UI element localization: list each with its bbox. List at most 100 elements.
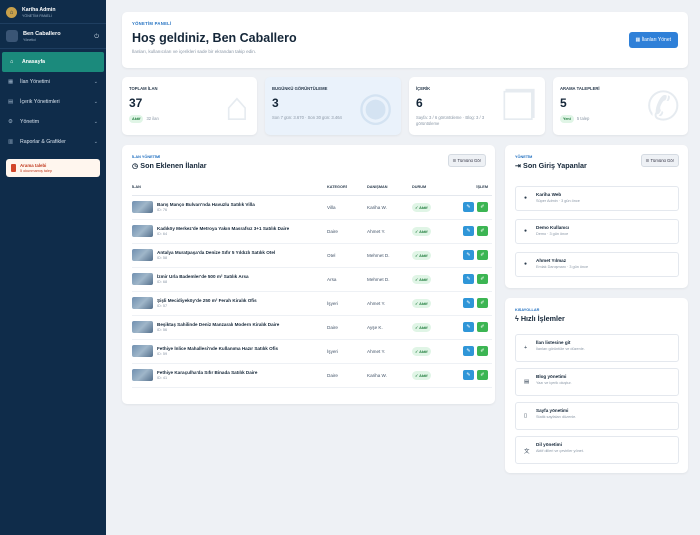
table-row[interactable]: Barış Manço Bulvarı'nda Havuzlu Satılık … xyxy=(132,195,492,220)
status-badge: ✓ Aktif xyxy=(412,298,431,308)
stat-meta: Sayfa: 3 / 6 görüntüleme · Blog: 3 / 3 g… xyxy=(416,115,485,126)
edit-button[interactable]: ✎ xyxy=(463,250,474,260)
status-cell: ✓ Aktif xyxy=(412,339,450,364)
edit-button[interactable]: ✎ xyxy=(463,226,474,236)
actions-cell: ✎ ✐ xyxy=(450,363,492,388)
list-icon: ☰ xyxy=(645,158,651,163)
sidebar-item-ilan-yonetimi[interactable]: ▦ İlan Yönetimi ⌄ xyxy=(0,72,106,92)
column-header: İŞLEM xyxy=(450,180,492,196)
chevron-down-icon: ⌄ xyxy=(93,99,98,105)
status-cell: ✓ Aktif xyxy=(412,291,450,316)
status-badge: Aktif xyxy=(129,115,144,123)
listing-thumbnail xyxy=(132,369,153,381)
listing-title[interactable]: Beşiktaş Sahilinde Deniz Manzaralı Moder… xyxy=(157,322,280,327)
sidebar-item-yonetim[interactable]: ⚙ Yönetim ⌄ xyxy=(0,112,106,132)
quick-edit-button[interactable]: ✐ xyxy=(477,202,488,212)
stat-label: ARAMA TALEPLERİ xyxy=(560,86,600,91)
bookmark-icon xyxy=(11,164,16,172)
actions-cell: ✎ ✐ xyxy=(450,219,492,244)
shortcut-pages[interactable]: ▯ Sayfa yönetimi Statik sayfaları düzenl… xyxy=(515,402,679,430)
hero-subtitle: İlanları, kullanıcıları ve içerikleri sa… xyxy=(132,49,257,54)
copy-icon: ❐ xyxy=(501,85,537,129)
listing-cell: Şişli Mecidiyeköy'de 250 m² Ferah Kiralı… xyxy=(132,291,327,316)
table-row[interactable]: İzmir Urla Bademler'de 500 m² Satılık Ar… xyxy=(132,267,492,292)
listing-title[interactable]: Fethiye İnlice Mahallesi'nde Kullanıma H… xyxy=(157,346,279,351)
table-row[interactable]: Kadıköy Merkez'de Metroya Yakın Masrafsı… xyxy=(132,219,492,244)
logout-icon[interactable]: ⏻ xyxy=(94,34,99,40)
table-row[interactable]: Antalya Muratpaşa'da Denize Sıfır 5 Yıld… xyxy=(132,243,492,268)
sidebar-item-anasayfa[interactable]: ⌂ Anasayfa xyxy=(2,52,104,72)
avatar xyxy=(6,30,18,42)
edit-button[interactable]: ✎ xyxy=(463,274,474,284)
status-badge: ✓ Aktif xyxy=(412,226,431,236)
listing-title[interactable]: Şişli Mecidiyeköy'de 250 m² Ferah Kiralı… xyxy=(157,298,257,303)
listing-title[interactable]: Barış Manço Bulvarı'nda Havuzlu Satılık … xyxy=(157,202,255,207)
chevron-down-icon: ⌄ xyxy=(93,79,98,85)
welcome-card: YÖNETİM PANELİ Hoş geldiniz, Ben Caballe… xyxy=(122,12,688,68)
shortcut-blog[interactable]: ▤ Blog yönetimi Yazı ve içerik oluştur. xyxy=(515,368,679,396)
quick-edit-button[interactable]: ✐ xyxy=(477,298,488,308)
edit-button[interactable]: ✎ xyxy=(463,298,474,308)
quick-edit-button[interactable]: ✐ xyxy=(477,274,488,284)
listing-title[interactable]: Antalya Muratpaşa'da Denize Sıfır 5 Yıld… xyxy=(157,250,276,255)
recent-logins-card: YÖNETİM ⇥ Son Giriş Yapanlar ☰ Tümünü Gö… xyxy=(505,145,688,288)
login-item[interactable]: ● Demo Kullanıcı Demo · 3 gün önce xyxy=(515,219,679,244)
home-icon: ⌂ xyxy=(10,59,14,65)
clock-icon: ◷ xyxy=(132,161,141,170)
status-text: Aktif xyxy=(419,301,428,306)
column-header: DURUM xyxy=(412,180,450,196)
view-all-logins-button[interactable]: ☰ Tümünü Gör xyxy=(640,154,679,167)
listing-title[interactable]: İzmir Urla Bademler'de 500 m² Satılık Ar… xyxy=(157,274,249,279)
login-name: Demo Kullanıcı xyxy=(536,225,570,230)
person-icon: ● xyxy=(524,195,528,201)
shortcut-languages[interactable]: 文 Dil yönetimi Aktif dilleri ve çevirile… xyxy=(515,436,679,464)
listing-category: Arsa xyxy=(327,267,367,292)
view-all-listings-button[interactable]: ☰ Tümünü Gör xyxy=(447,154,486,167)
brand[interactable]: ⌂ Kariha Admin YÖNETİM PANELİ xyxy=(0,0,106,24)
listing-id: ID: 41 xyxy=(157,376,168,380)
view-all-label: Tümünü Gör xyxy=(457,158,481,163)
sidebar-item-label: Raporlar & Grafikler xyxy=(20,139,66,145)
table-header: İLAN KATEGORİ DANIŞMAN DURUM İŞLEM xyxy=(132,180,492,196)
quick-edit-button[interactable]: ✐ xyxy=(477,370,488,380)
edit-button[interactable]: ✎ xyxy=(463,202,474,212)
actions-cell: ✎ ✐ xyxy=(450,315,492,340)
table-row[interactable]: Fethiye Karaçulha'da Sıfır Binada Satılı… xyxy=(132,363,492,388)
edit-button[interactable]: ✎ xyxy=(463,322,474,332)
listing-cell: İzmir Urla Bademler'de 500 m² Satılık Ar… xyxy=(132,267,327,292)
quick-edit-button[interactable]: ✐ xyxy=(477,322,488,332)
stat-value: 37 xyxy=(129,96,143,110)
quick-edit-button[interactable]: ✐ xyxy=(477,250,488,260)
status-cell: ✓ Aktif xyxy=(412,219,450,244)
edit-button[interactable]: ✎ xyxy=(463,346,474,356)
listing-id: ID: 57 xyxy=(157,304,168,308)
quick-edit-button[interactable]: ✐ xyxy=(477,226,488,236)
chevron-down-icon: ⌄ xyxy=(93,139,98,145)
table-row[interactable]: Fethiye İnlice Mahallesi'nde Kullanıma H… xyxy=(132,339,492,364)
table-row[interactable]: Şişli Mecidiyeköy'de 250 m² Ferah Kiralı… xyxy=(132,291,492,316)
listing-title[interactable]: Fethiye Karaçulha'da Sıfır Binada Satılı… xyxy=(157,370,258,375)
sidebar-item-raporlar[interactable]: ▥ Raporlar & Grafikler ⌄ xyxy=(0,132,106,152)
manage-listings-button[interactable]: ▦ İlanları Yönet xyxy=(628,32,678,48)
status-text: Aktif xyxy=(419,253,428,258)
listing-category: Villa xyxy=(327,195,367,220)
login-item[interactable]: ● Kariha Web Süper Admin · 3 gün önce xyxy=(515,186,679,211)
listing-title[interactable]: Kadıköy Merkez'de Metroya Yakın Masrafsı… xyxy=(157,226,290,231)
quick-edit-button[interactable]: ✐ xyxy=(477,346,488,356)
sidebar-item-label: İçerik Yönetimleri xyxy=(20,99,60,105)
sidebar: ⌂ Kariha Admin YÖNETİM PANELİ Ben Caball… xyxy=(0,0,106,535)
shortcut-desc: Yazı ve içerik oluştur. xyxy=(536,381,572,385)
section-eyebrow: KISAYOLLAR xyxy=(515,308,540,312)
shortcut-listings[interactable]: + İlan listesine git İlanları görüntüle … xyxy=(515,334,679,362)
status-text: Aktif xyxy=(419,229,428,234)
status-cell: ✓ Aktif xyxy=(412,267,450,292)
sidebar-item-icerik-yonetimleri[interactable]: ▤ İçerik Yönetimleri ⌄ xyxy=(0,92,106,112)
stat-total-listings: ⌂ TOPLAM İLAN 37 Aktif 32 ilan xyxy=(122,77,257,135)
edit-button[interactable]: ✎ xyxy=(463,370,474,380)
search-request-alert[interactable]: Arama talebi 5 okunmamış talep xyxy=(6,159,100,177)
listing-agent: Kariha W. xyxy=(367,363,412,388)
shortcut-title: İlan listesine git xyxy=(536,340,571,345)
stat-search-requests: ✆ ARAMA TALEPLERİ 5 Yeni 5 talep xyxy=(553,77,688,135)
login-item[interactable]: ● Ahmet Yılmaz Emlak Danışmanı · 3 gün ö… xyxy=(515,252,679,277)
table-row[interactable]: Beşiktaş Sahilinde Deniz Manzaralı Moder… xyxy=(132,315,492,340)
